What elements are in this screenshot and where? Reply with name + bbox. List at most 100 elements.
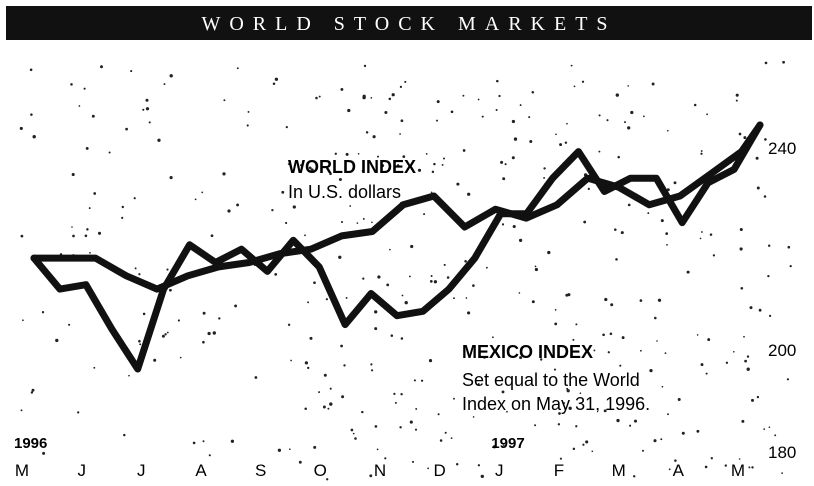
texture-dot	[207, 331, 211, 336]
texture-dot	[400, 119, 404, 123]
texture-dot	[453, 297, 455, 300]
texture-dot	[647, 212, 650, 215]
texture-dot	[455, 462, 459, 466]
texture-dot	[555, 133, 557, 136]
texture-dot	[751, 398, 754, 402]
texture-dot	[739, 227, 743, 232]
texture-dot	[492, 336, 494, 339]
texture-dot	[587, 187, 590, 191]
texture-dot	[456, 182, 460, 186]
texture-dot	[423, 213, 426, 216]
texture-dot	[480, 474, 484, 479]
texture-dot	[641, 449, 645, 452]
texture-dot	[610, 303, 614, 307]
texture-dot	[381, 164, 385, 168]
x-tick-label: J	[137, 461, 146, 480]
texture-dot	[86, 228, 89, 231]
texture-dot	[236, 203, 240, 207]
mexico-index-subtitle-line1: Set equal to the World	[462, 370, 640, 390]
texture-dot	[85, 146, 89, 150]
texture-dot	[247, 110, 250, 113]
texture-dot	[609, 332, 613, 336]
texture-dot	[369, 474, 373, 478]
texture-dot	[439, 439, 443, 442]
texture-dot	[572, 338, 575, 341]
texture-dot	[427, 467, 429, 470]
texture-dot	[42, 451, 46, 455]
texture-dot	[477, 383, 480, 386]
texture-dot	[707, 338, 711, 342]
texture-dot	[615, 258, 618, 261]
texture-dot	[519, 104, 522, 107]
texture-dot	[340, 87, 344, 91]
texture-dot	[696, 334, 699, 336]
texture-dot	[627, 85, 630, 87]
texture-dot	[72, 234, 75, 238]
texture-dot	[789, 264, 792, 268]
texture-dot	[496, 79, 499, 83]
y-tick-label: 180	[768, 443, 796, 462]
x-tick-label: F	[554, 461, 564, 480]
texture-dot	[649, 368, 653, 373]
x-tick-label: M	[15, 461, 29, 480]
texture-dot	[318, 391, 321, 394]
texture-dot	[534, 267, 539, 272]
texture-dot	[142, 312, 146, 316]
texture-dot	[153, 358, 157, 362]
texture-dot	[519, 356, 523, 360]
texture-dot	[374, 327, 378, 331]
year-label: 1996	[14, 435, 47, 452]
texture-dot	[308, 166, 312, 170]
texture-dot	[304, 361, 309, 365]
texture-dot	[743, 136, 747, 140]
texture-dot	[400, 393, 403, 396]
texture-dot	[444, 431, 447, 434]
texture-dot	[202, 340, 205, 344]
texture-dot	[534, 424, 537, 427]
texture-dot	[481, 115, 484, 118]
texture-dot	[315, 96, 318, 100]
texture-dot	[425, 153, 428, 155]
texture-dot	[543, 176, 546, 179]
texture-dot	[417, 168, 422, 172]
texture-dot	[202, 311, 206, 315]
texture-dot	[450, 110, 454, 114]
texture-dot	[166, 331, 169, 334]
texture-dot	[740, 287, 744, 290]
texture-dot	[749, 306, 753, 310]
texture-dot	[666, 244, 668, 246]
texture-dot	[327, 407, 330, 410]
texture-dot	[108, 151, 111, 154]
texture-dot	[78, 105, 81, 107]
texture-dot	[310, 168, 314, 172]
texture-dot	[362, 277, 365, 280]
texture-dot	[93, 366, 96, 369]
texture-dot	[639, 299, 643, 302]
texture-dot	[640, 349, 642, 352]
texture-dot	[371, 221, 373, 224]
texture-dot	[664, 352, 667, 354]
texture-dot	[543, 167, 546, 170]
texture-dot	[606, 119, 609, 122]
texture-dot	[374, 425, 378, 428]
texture-dot	[298, 460, 302, 464]
texture-dot	[227, 209, 231, 213]
texture-dot	[128, 374, 130, 377]
texture-dot	[100, 65, 103, 69]
texture-dot	[393, 392, 396, 396]
texture-dot	[673, 181, 677, 185]
texture-dot	[313, 281, 316, 285]
texture-dot	[660, 219, 664, 223]
texture-dot	[621, 336, 625, 340]
texture-dot	[700, 363, 704, 367]
texture-dot	[746, 367, 750, 371]
texture-dot	[774, 434, 777, 437]
texture-dot	[724, 464, 727, 467]
texture-dot	[558, 412, 561, 415]
texture-dot	[408, 275, 411, 278]
x-tick-label: J	[77, 461, 86, 480]
texture-dot	[169, 74, 173, 78]
texture-dot	[782, 60, 785, 64]
texture-dot	[340, 220, 344, 224]
texture-dot	[361, 410, 364, 414]
